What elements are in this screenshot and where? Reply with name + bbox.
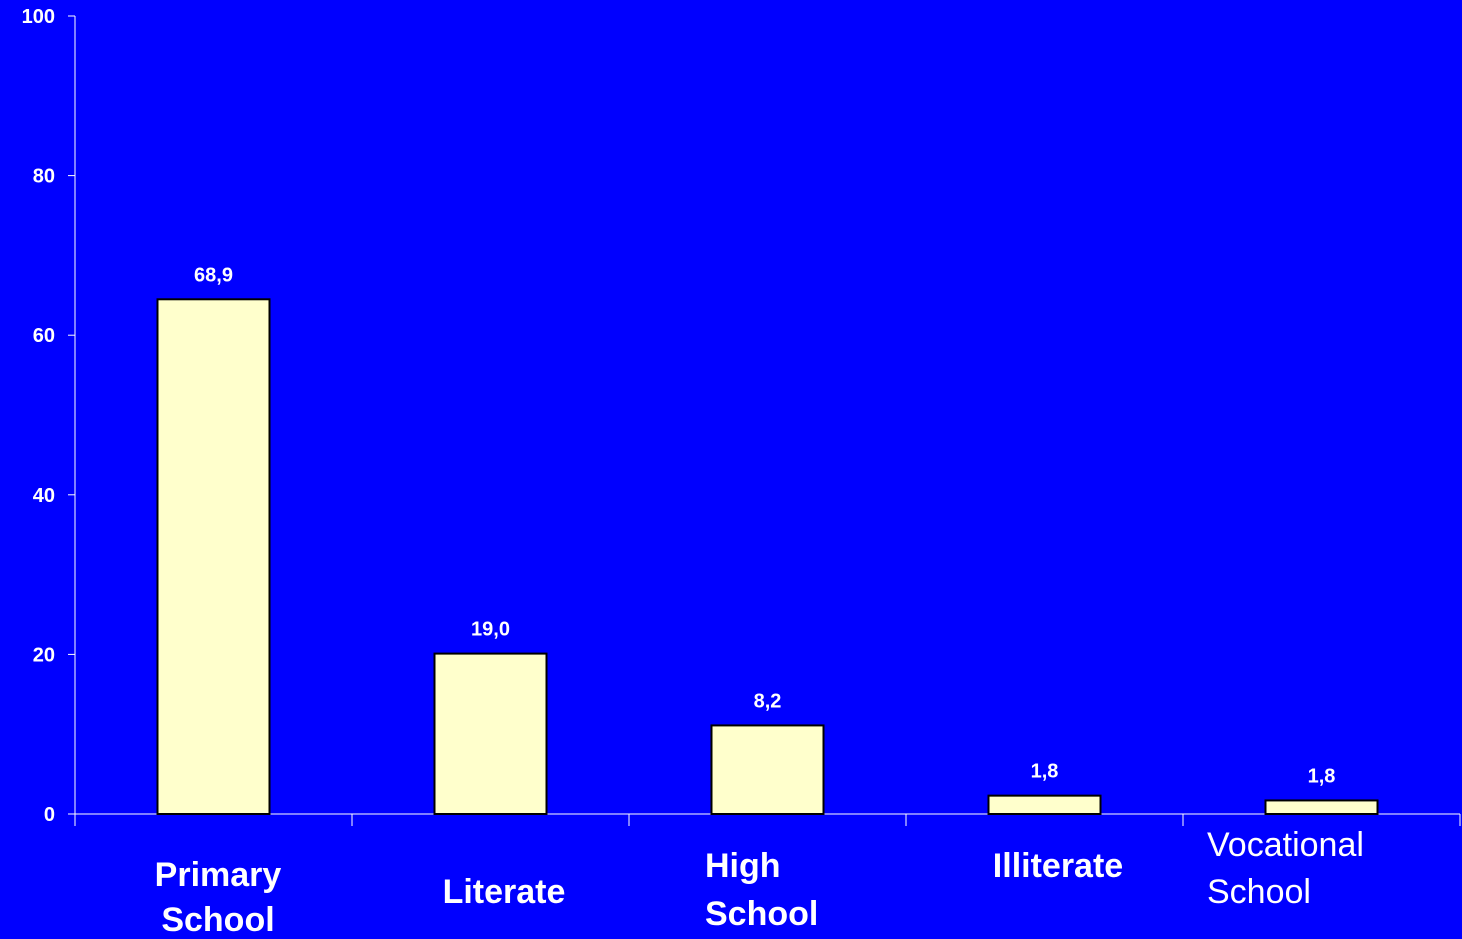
- y-tick-label: 80: [33, 166, 55, 188]
- y-tick-label: 60: [33, 325, 55, 347]
- y-tick-label: 100: [22, 6, 55, 28]
- data-label: 8,2: [754, 690, 782, 712]
- x-tick-label: Primary: [155, 856, 282, 894]
- bars: [156, 298, 1379, 816]
- bar: [710, 724, 825, 815]
- y-tick-label: 40: [33, 485, 55, 507]
- x-tick-label: High: [705, 847, 781, 885]
- bar: [1264, 799, 1379, 816]
- category-labels: Primary School Literate High School Illiterat…: [155, 826, 1364, 939]
- bar: [433, 652, 548, 815]
- bar: [987, 794, 1102, 815]
- x-tick-label: School: [705, 895, 818, 933]
- x-tick-label: School: [161, 901, 274, 939]
- data-label: 19,0: [471, 619, 510, 641]
- data-label: 1,8: [1308, 765, 1336, 787]
- data-labels: 68,9 19,0 8,2 1,8 1,8: [194, 264, 1335, 787]
- x-tick-label: Illiterate: [993, 847, 1123, 885]
- y-tick-label: 20: [33, 644, 55, 666]
- x-tick-label: Literate: [443, 873, 566, 911]
- data-label: 1,8: [1031, 761, 1059, 783]
- bar: [156, 298, 271, 816]
- y-axis: 0 20 40 60 80 100: [22, 6, 76, 826]
- data-label: 68,9: [194, 264, 233, 286]
- x-tick-label: School: [1207, 873, 1311, 911]
- x-axis: [74, 813, 1461, 826]
- x-tick-label: Vocational: [1207, 826, 1364, 864]
- y-tick-label: 0: [44, 804, 55, 826]
